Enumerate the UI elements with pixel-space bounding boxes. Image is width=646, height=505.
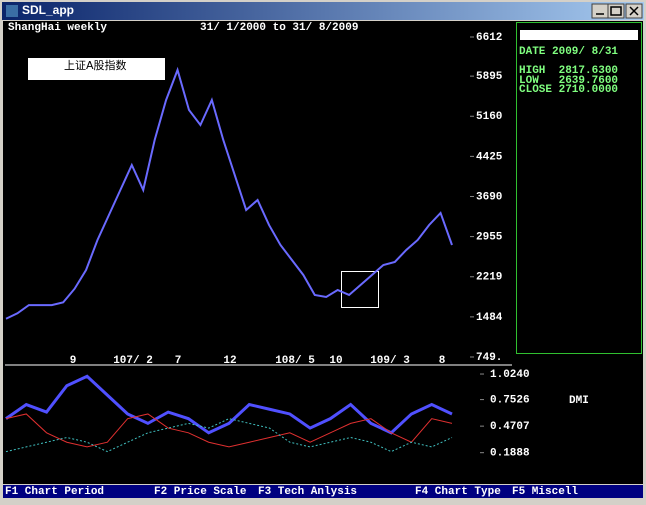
y-tick-label: 4425 (476, 151, 503, 163)
menu-item[interactable]: F5 Miscell (512, 486, 578, 498)
y-tick-label: 1484 (476, 312, 503, 324)
screen (3, 21, 643, 484)
y-tick-label: 0.4707 (490, 421, 530, 433)
x-tick-label: 109/ 3 (370, 355, 410, 367)
info-bar (520, 30, 638, 40)
x-tick-label: 9 (70, 355, 77, 367)
menu-item[interactable]: F3 Tech Anlysis (258, 486, 357, 498)
window-title: SDL_app (22, 3, 74, 17)
market-label: ShangHai weekly (8, 22, 107, 34)
menu-bar (3, 485, 643, 498)
y-tick-label: 3690 (476, 191, 502, 203)
x-tick-label: 8 (439, 355, 446, 367)
index-box (28, 58, 165, 80)
date-range: 31/ 1/2000 to 31/ 8/2009 (200, 22, 358, 34)
dmi-line (5, 374, 453, 435)
menu-item[interactable]: F2 Price Scale (154, 486, 247, 498)
info-panel (516, 22, 642, 354)
y-tick-label: 0.1888 (490, 448, 530, 460)
x-tick-label: 10 (329, 355, 342, 367)
info-high: HIGH 2817.6300 (519, 65, 618, 77)
app-icon (6, 5, 18, 17)
dmi-label: DMI (569, 395, 589, 407)
price-line (5, 66, 453, 320)
index-name: 上证A股指数 (64, 58, 127, 72)
y-tick-label: 2219 (476, 272, 502, 284)
y-tick-label: 2955 (476, 232, 503, 244)
selection-box (341, 271, 379, 308)
window-buttons[interactable] (591, 3, 643, 19)
dmi-line (5, 418, 453, 453)
menu-item[interactable]: F1 Chart Period (5, 486, 104, 498)
menu-item[interactable]: F4 Chart Type (415, 486, 501, 498)
y-tick-label: 6612 (476, 32, 502, 44)
y-tick-label: 749. (476, 352, 502, 364)
x-tick-label: 12 (223, 355, 236, 367)
x-tick-label: 7 (175, 355, 182, 367)
info-close: CLOSE 2710.0000 (519, 84, 618, 96)
minimize-button[interactable] (591, 3, 609, 19)
button-glyphs (596, 6, 639, 16)
y-tick-label: 1.0240 (490, 369, 530, 381)
x-tick-label: 108/ 5 (275, 355, 315, 367)
y-tick-label: 0.7526 (490, 394, 530, 406)
y-tick-label: 5895 (476, 71, 503, 83)
info-low: LOW 2639.7600 (519, 75, 618, 87)
dmi-line (5, 413, 453, 448)
y-tick-label: 5160 (476, 111, 502, 123)
info-date: DATE 2009/ 8/31 (519, 46, 618, 58)
title-bar (2, 2, 644, 20)
x-tick-label: 107/ 2 (113, 355, 153, 367)
